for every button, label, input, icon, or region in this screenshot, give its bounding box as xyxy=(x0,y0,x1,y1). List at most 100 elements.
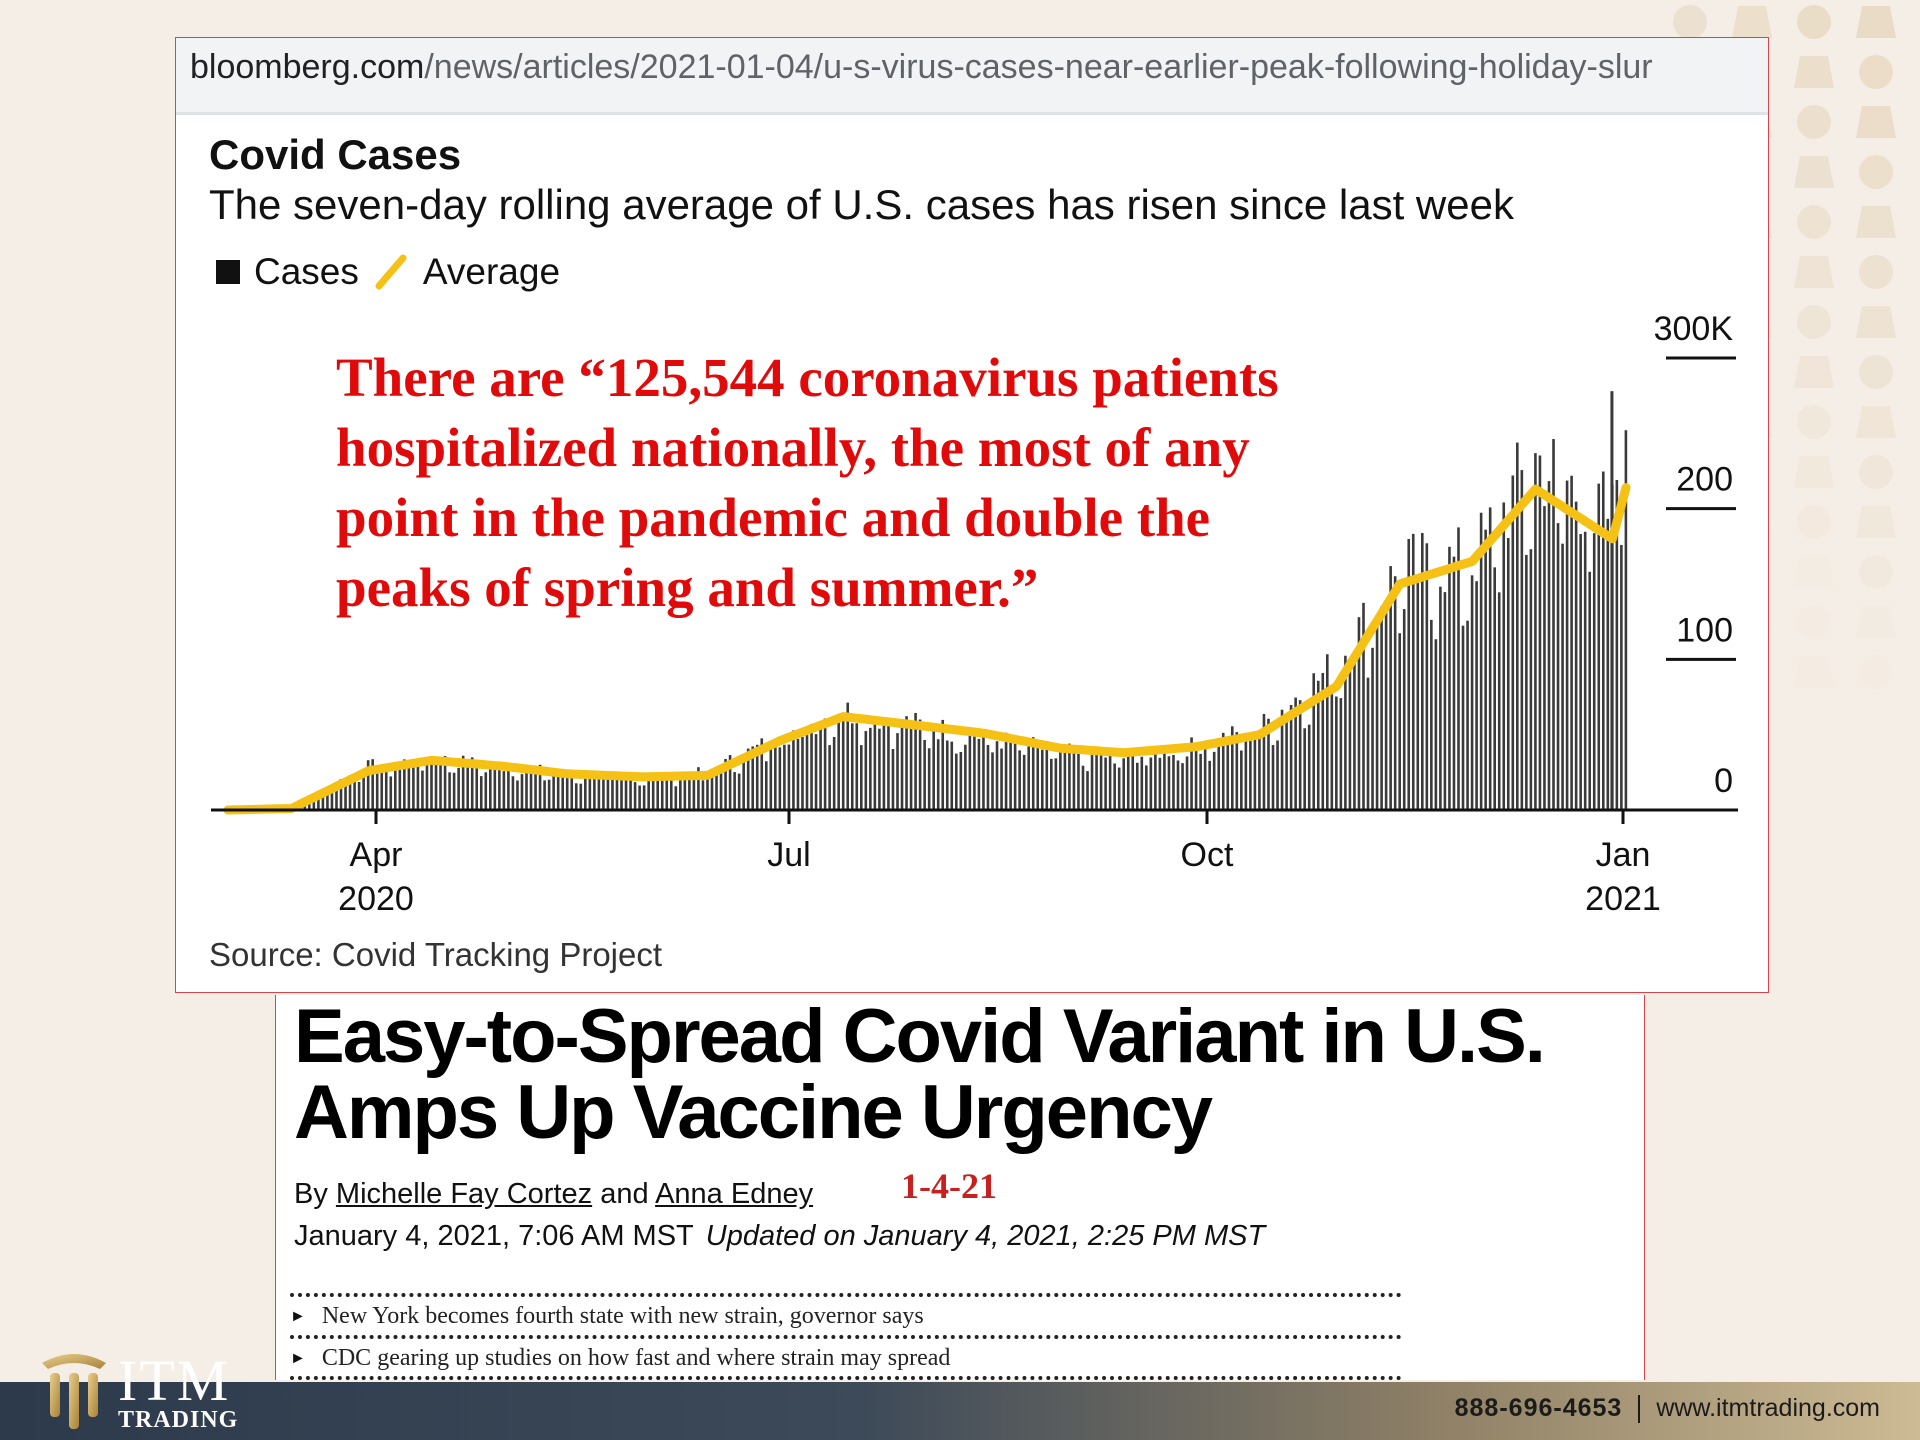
case-bar xyxy=(688,774,691,810)
case-bar xyxy=(1009,738,1012,810)
legend-cases-label: Cases xyxy=(254,251,359,292)
case-bar xyxy=(629,776,632,810)
case-bar xyxy=(1294,697,1297,810)
case-bar xyxy=(1493,567,1496,810)
case-bar xyxy=(778,747,782,810)
case-bar xyxy=(1330,685,1334,810)
case-bar xyxy=(1434,639,1438,810)
case-bar xyxy=(764,761,768,810)
summary-bullet: ► CDC gearing up studies on how fast and… xyxy=(290,1345,950,1372)
case-bar xyxy=(642,785,646,810)
case-bar xyxy=(1172,754,1175,810)
case-bar xyxy=(945,740,949,810)
case-bar xyxy=(1488,507,1492,810)
pattern-shape xyxy=(1856,206,1896,238)
case-bar xyxy=(927,748,931,810)
case-bar xyxy=(900,723,904,810)
pattern-shape xyxy=(1797,305,1831,339)
case-bar xyxy=(565,774,569,810)
case-bar xyxy=(923,739,926,810)
case-bar xyxy=(1253,733,1257,810)
case-bar xyxy=(1081,765,1085,810)
case-bar xyxy=(1167,756,1171,810)
case-bar xyxy=(1466,620,1469,810)
pattern-shape xyxy=(1856,306,1896,338)
case-bar xyxy=(887,721,890,810)
author-link-cortez[interactable]: Michelle Fay Cortez xyxy=(335,1178,593,1210)
case-bar xyxy=(1461,625,1465,810)
case-bar xyxy=(1592,533,1596,810)
chart-title: Covid Cases xyxy=(209,131,462,178)
case-bar xyxy=(326,794,329,810)
case-bar xyxy=(489,766,492,810)
x-tick-label: Jul xyxy=(767,836,810,874)
case-bar xyxy=(864,731,868,810)
chart-source: Source: Covid Tracking Project xyxy=(209,936,663,973)
updated-time: Updated on January 4, 2021, 2:25 PM MST xyxy=(705,1220,1266,1252)
case-bar xyxy=(1339,698,1343,810)
case-bar xyxy=(1321,672,1325,810)
summary-bullet: ► New York becomes fourth state with new… xyxy=(290,1303,924,1330)
case-bar xyxy=(1140,756,1144,810)
y-tick-label: 300K xyxy=(1654,310,1734,348)
case-bar xyxy=(1529,549,1533,810)
case-bar xyxy=(878,728,881,810)
case-bar xyxy=(1597,483,1601,810)
pattern-shape xyxy=(1856,6,1896,38)
case-bar xyxy=(1258,730,1261,810)
case-bar xyxy=(638,785,641,810)
x-tick-year: 2020 xyxy=(338,880,414,918)
case-bar xyxy=(1457,527,1460,810)
case-bar xyxy=(439,765,442,810)
case-bar xyxy=(737,773,741,810)
y-tick-label: 0 xyxy=(1714,762,1733,800)
case-bar xyxy=(552,771,555,810)
case-bar xyxy=(1212,751,1216,810)
case-bar xyxy=(751,746,755,810)
case-bar xyxy=(964,744,967,810)
case-bar xyxy=(1108,751,1112,810)
case-bar xyxy=(950,741,954,810)
case-bar xyxy=(1249,738,1252,810)
case-bar xyxy=(1547,481,1551,810)
case-bar xyxy=(633,782,637,810)
case-bar xyxy=(1543,506,1546,810)
case-bar xyxy=(755,744,759,810)
byline-and: and xyxy=(600,1178,649,1210)
case-bar xyxy=(1045,749,1049,810)
case-bar xyxy=(1072,750,1076,810)
case-bar xyxy=(1516,442,1519,810)
case-bar xyxy=(317,791,320,810)
case-bar xyxy=(574,783,578,810)
case-bar xyxy=(1131,752,1135,810)
case-bar xyxy=(1448,546,1451,810)
case-bar xyxy=(1362,602,1365,810)
author-link-edney[interactable]: Anna Edney xyxy=(655,1178,814,1210)
case-bar xyxy=(805,734,809,810)
case-bar xyxy=(697,767,700,810)
case-bar xyxy=(1289,704,1293,810)
case-bar xyxy=(547,779,551,810)
footer-phone[interactable]: 888-696-4653 xyxy=(1454,1394,1623,1422)
case-bar xyxy=(624,775,628,810)
browser-url-bar[interactable]: bloomberg.com/news/articles/2021-01-04/u… xyxy=(176,38,1768,115)
case-bar xyxy=(715,768,718,810)
case-bar xyxy=(1606,518,1610,810)
case-bar xyxy=(1484,529,1487,810)
case-bar xyxy=(936,739,940,810)
case-bar xyxy=(393,764,397,810)
case-bar xyxy=(407,764,411,810)
case-bar xyxy=(1068,743,1071,810)
case-bar xyxy=(597,772,601,810)
case-bar xyxy=(1040,749,1044,810)
divider xyxy=(290,1376,1402,1380)
case-bar xyxy=(425,763,429,810)
quote-line: point in the pandemic and double the xyxy=(336,487,1211,548)
article-byline: By Michelle Fay Cortez and Anna Edney xyxy=(294,1178,813,1211)
case-bar xyxy=(498,763,501,810)
case-bar xyxy=(588,778,592,810)
average-legend-swatch xyxy=(375,254,407,290)
case-bar xyxy=(475,763,479,810)
case-bar xyxy=(891,748,895,810)
footer-website[interactable]: www.itmtrading.com xyxy=(1656,1394,1880,1422)
